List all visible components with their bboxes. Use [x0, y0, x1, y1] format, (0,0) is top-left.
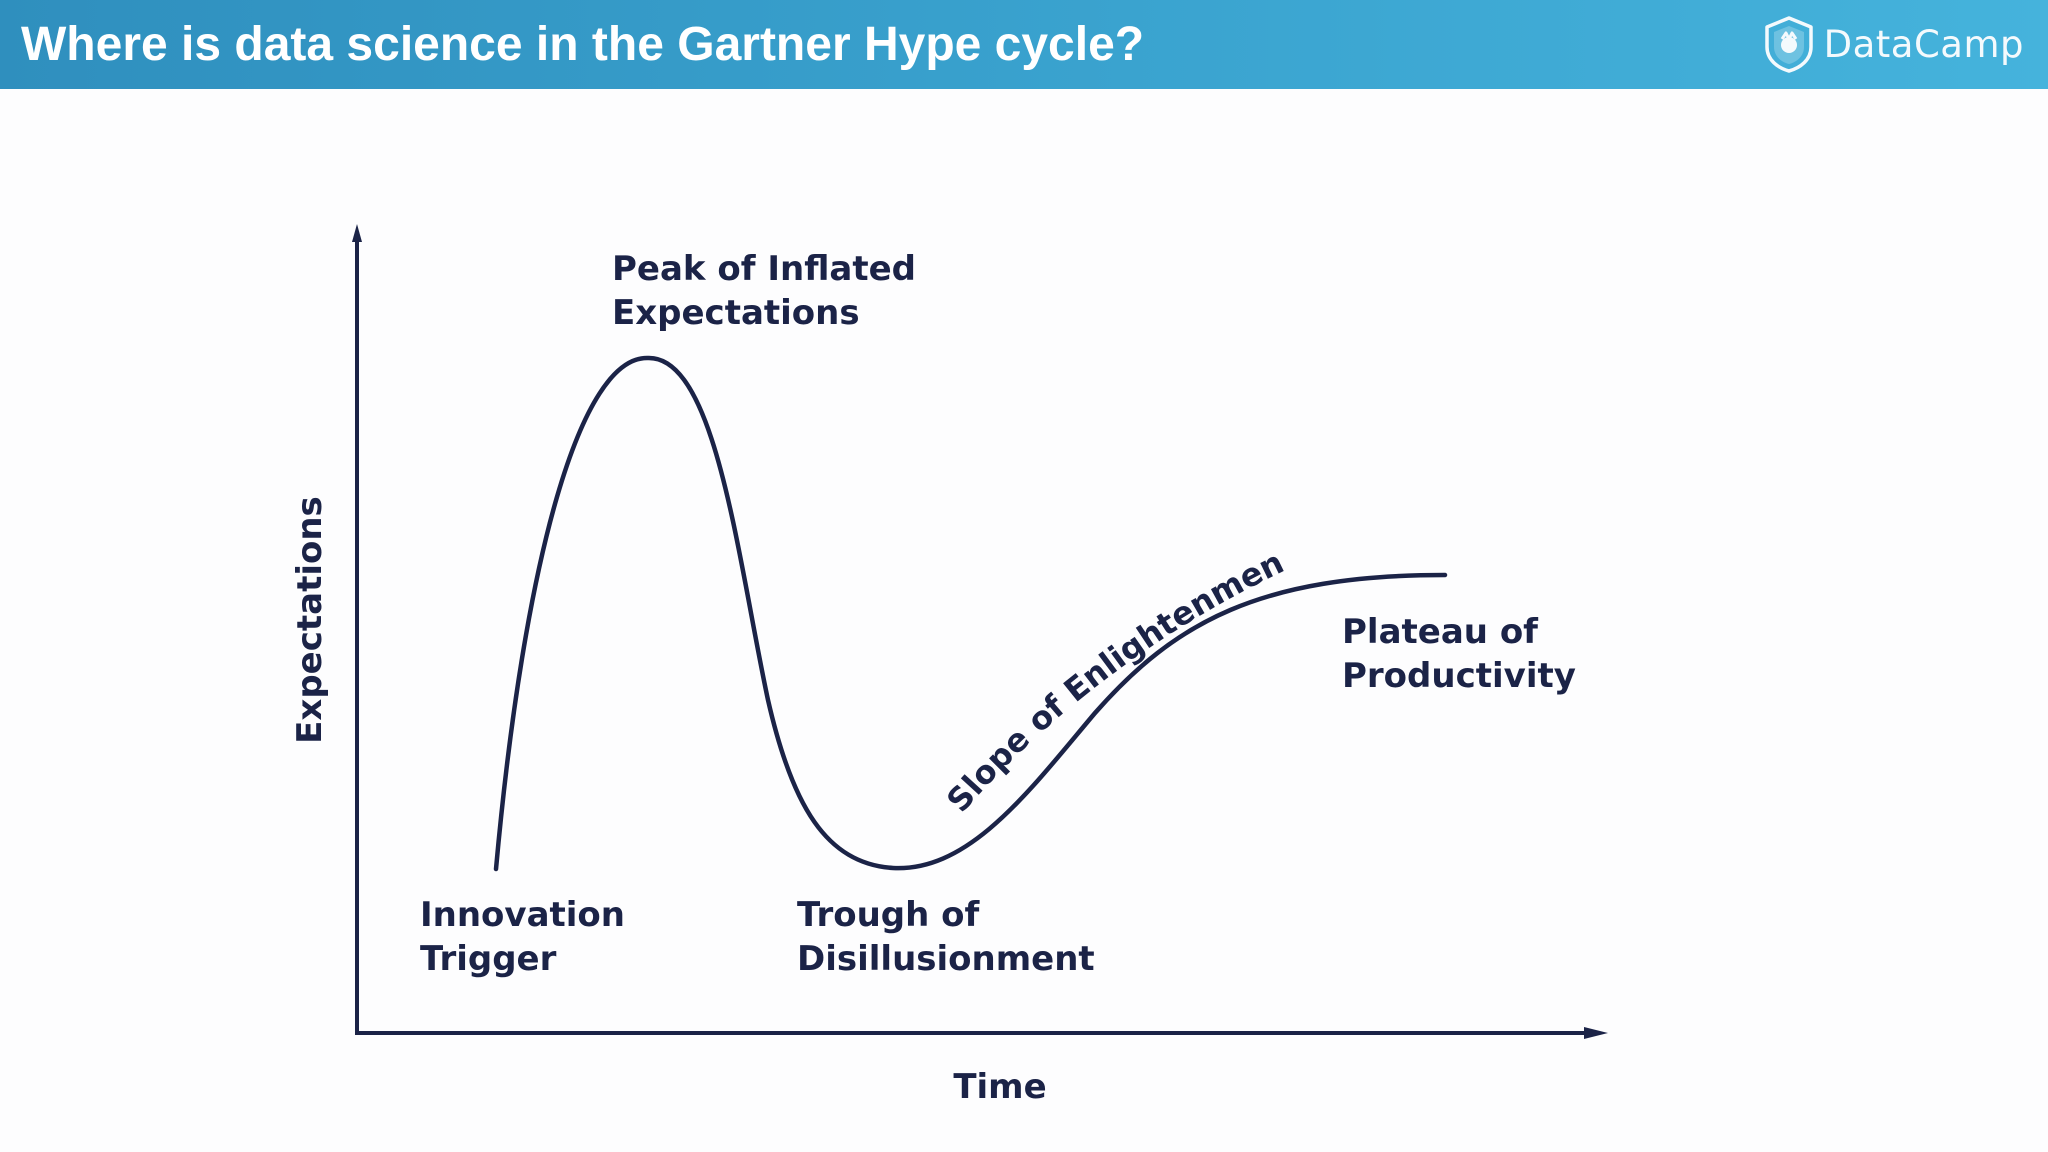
peak-label-line-1: Peak of Inflated — [612, 249, 916, 289]
plateau-label-line-1: Plateau of — [1342, 612, 1539, 652]
trough-label-line-2: Disillusionment — [797, 939, 1095, 979]
brand-logo: DataCamp — [1762, 15, 2024, 73]
x-axis-label: Time — [953, 1067, 1046, 1107]
innovation-trigger-label-line-2: Trigger — [420, 939, 557, 979]
x-axis-arrowhead — [1584, 1027, 1608, 1039]
trough-label-line-1: Trough of — [797, 895, 981, 935]
innovation-trigger-label-line-1: Innovation — [420, 895, 625, 935]
plateau-label-line-2: Productivity — [1342, 656, 1576, 696]
slope-label: Slope of Enlightenment — [0, 0, 1289, 819]
slope-label-container: Slope of Enlightenment — [0, 0, 1289, 819]
header-bar: Where is data science in the Gartner Hyp… — [0, 0, 2048, 89]
datacamp-shield-icon — [1764, 16, 1813, 73]
peak-label-line-2: Expectations — [612, 293, 860, 333]
y-axis-label: Expectations — [290, 496, 330, 744]
hype-curve — [493, 355, 1448, 872]
y-axis-arrowhead — [352, 224, 362, 242]
slide-title: Where is data science in the Gartner Hyp… — [21, 18, 1145, 71]
brand-name: DataCamp — [1823, 22, 2024, 66]
